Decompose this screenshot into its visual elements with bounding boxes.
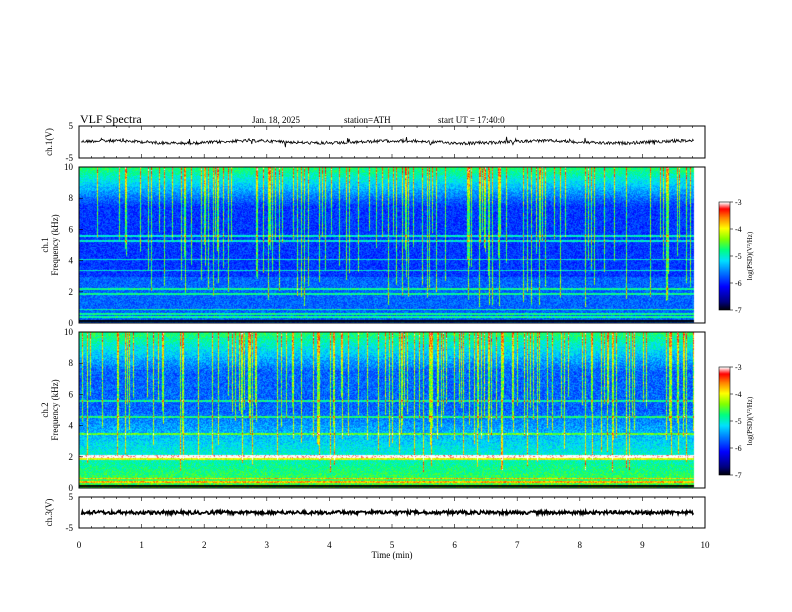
- colorbar-tick-label: -3: [735, 198, 742, 207]
- colorbar-gradient: [719, 367, 730, 475]
- y-tick-label: 0: [69, 318, 74, 328]
- x-axis-label: Time (min): [372, 550, 413, 560]
- waveform-trace: [80, 136, 694, 148]
- y-tick-label: 10: [64, 162, 74, 172]
- x-tick-label: 0: [77, 540, 82, 550]
- y-tick-label: 4: [69, 421, 74, 431]
- y-tick-label: 6: [69, 224, 74, 234]
- y-axis-label: ch.2: [40, 402, 50, 417]
- ch2-spectrogram-panel: 0 2 4 6 8 10 ch.2 Frequency (kHz) -3 -4 -5 -6 -7 log(…: [40, 327, 754, 493]
- y-tick-label: -5: [66, 523, 74, 533]
- colorbar-tick-label: -4: [735, 390, 742, 399]
- y-axis-label: ch.3(V): [44, 499, 54, 527]
- x-tick-label: 8: [578, 540, 583, 550]
- chart-title: VLF Spectra: [80, 112, 142, 126]
- colorbar-tick-label: -6: [735, 279, 742, 288]
- colorbar-label: log(PSD)(V²/Hz): [746, 231, 754, 280]
- colorbar-tick-label: -4: [735, 225, 742, 234]
- colorbar-gradient: [719, 202, 730, 310]
- colorbar-tick-label: -5: [735, 252, 742, 261]
- y-axis-label: Frequency (kHz): [50, 214, 60, 275]
- x-tick-label: 3: [265, 540, 270, 550]
- x-tick-label: 1: [139, 540, 144, 550]
- y-tick-label: -5: [66, 153, 74, 163]
- y-axis-label: ch.1(V): [44, 128, 54, 156]
- y-tick-label: 5: [69, 492, 74, 502]
- y-tick-label: 4: [69, 256, 74, 266]
- ch3-waveform-panel: 5 -5 ch.3(V) 0 1 2 3 4 5 6 7 8 9 10 Time (min): [44, 492, 710, 560]
- y-tick-label: 6: [69, 389, 74, 399]
- y-axis-label: ch.1: [40, 237, 50, 252]
- x-tick-label: 4: [327, 540, 332, 550]
- ch1-spectrogram-panel: 0 2 4 6 8 10 ch.1 Frequency (kHz) -3 -4 -5 -6 -7 log(…: [40, 162, 754, 328]
- y-tick-label: 8: [69, 358, 74, 368]
- y-tick-label: 8: [69, 193, 74, 203]
- colorbar-tick-label: -5: [735, 417, 742, 426]
- y-axis-label: Frequency (kHz): [50, 379, 60, 440]
- spectrogram-image: [79, 332, 705, 488]
- x-tick-label: 10: [701, 540, 711, 550]
- colorbar-tick-label: -3: [735, 363, 742, 372]
- colorbar-tick-label: -6: [735, 444, 742, 453]
- ch1-waveform-panel: 5 -5 ch.1(V): [44, 121, 706, 163]
- colorbar-tick-label: -7: [735, 471, 742, 480]
- colorbar: -3 -4 -5 -6 -7 log(PSD)(V²/Hz): [718, 363, 754, 480]
- date-label: Jan. 18, 2025: [252, 115, 300, 125]
- x-tick-label: 7: [515, 540, 520, 550]
- y-tick-label: 0: [69, 483, 74, 493]
- start-time-label: start UT = 17:40:0: [438, 115, 505, 125]
- y-tick-label: 2: [69, 452, 74, 462]
- x-tick-label: 9: [640, 540, 645, 550]
- colorbar-label: log(PSD)(V²/Hz): [746, 396, 754, 445]
- y-tick-label: 5: [69, 121, 74, 131]
- x-tick-label: 2: [202, 540, 207, 550]
- colorbar-tick-label: -7: [735, 306, 742, 315]
- y-tick-label: 10: [64, 327, 74, 337]
- y-tick-label: 2: [69, 287, 74, 297]
- waveform-trace: [80, 507, 695, 518]
- x-tick-label: 5: [390, 540, 395, 550]
- station-label: station=ATH: [344, 115, 391, 125]
- axes-frame: [78, 331, 706, 489]
- x-tick-label: 6: [452, 540, 457, 550]
- axes-frame: [78, 166, 706, 324]
- spectrogram-image: [79, 167, 705, 323]
- colorbar: -3 -4 -5 -6 -7 log(PSD)(V²/Hz): [718, 198, 754, 315]
